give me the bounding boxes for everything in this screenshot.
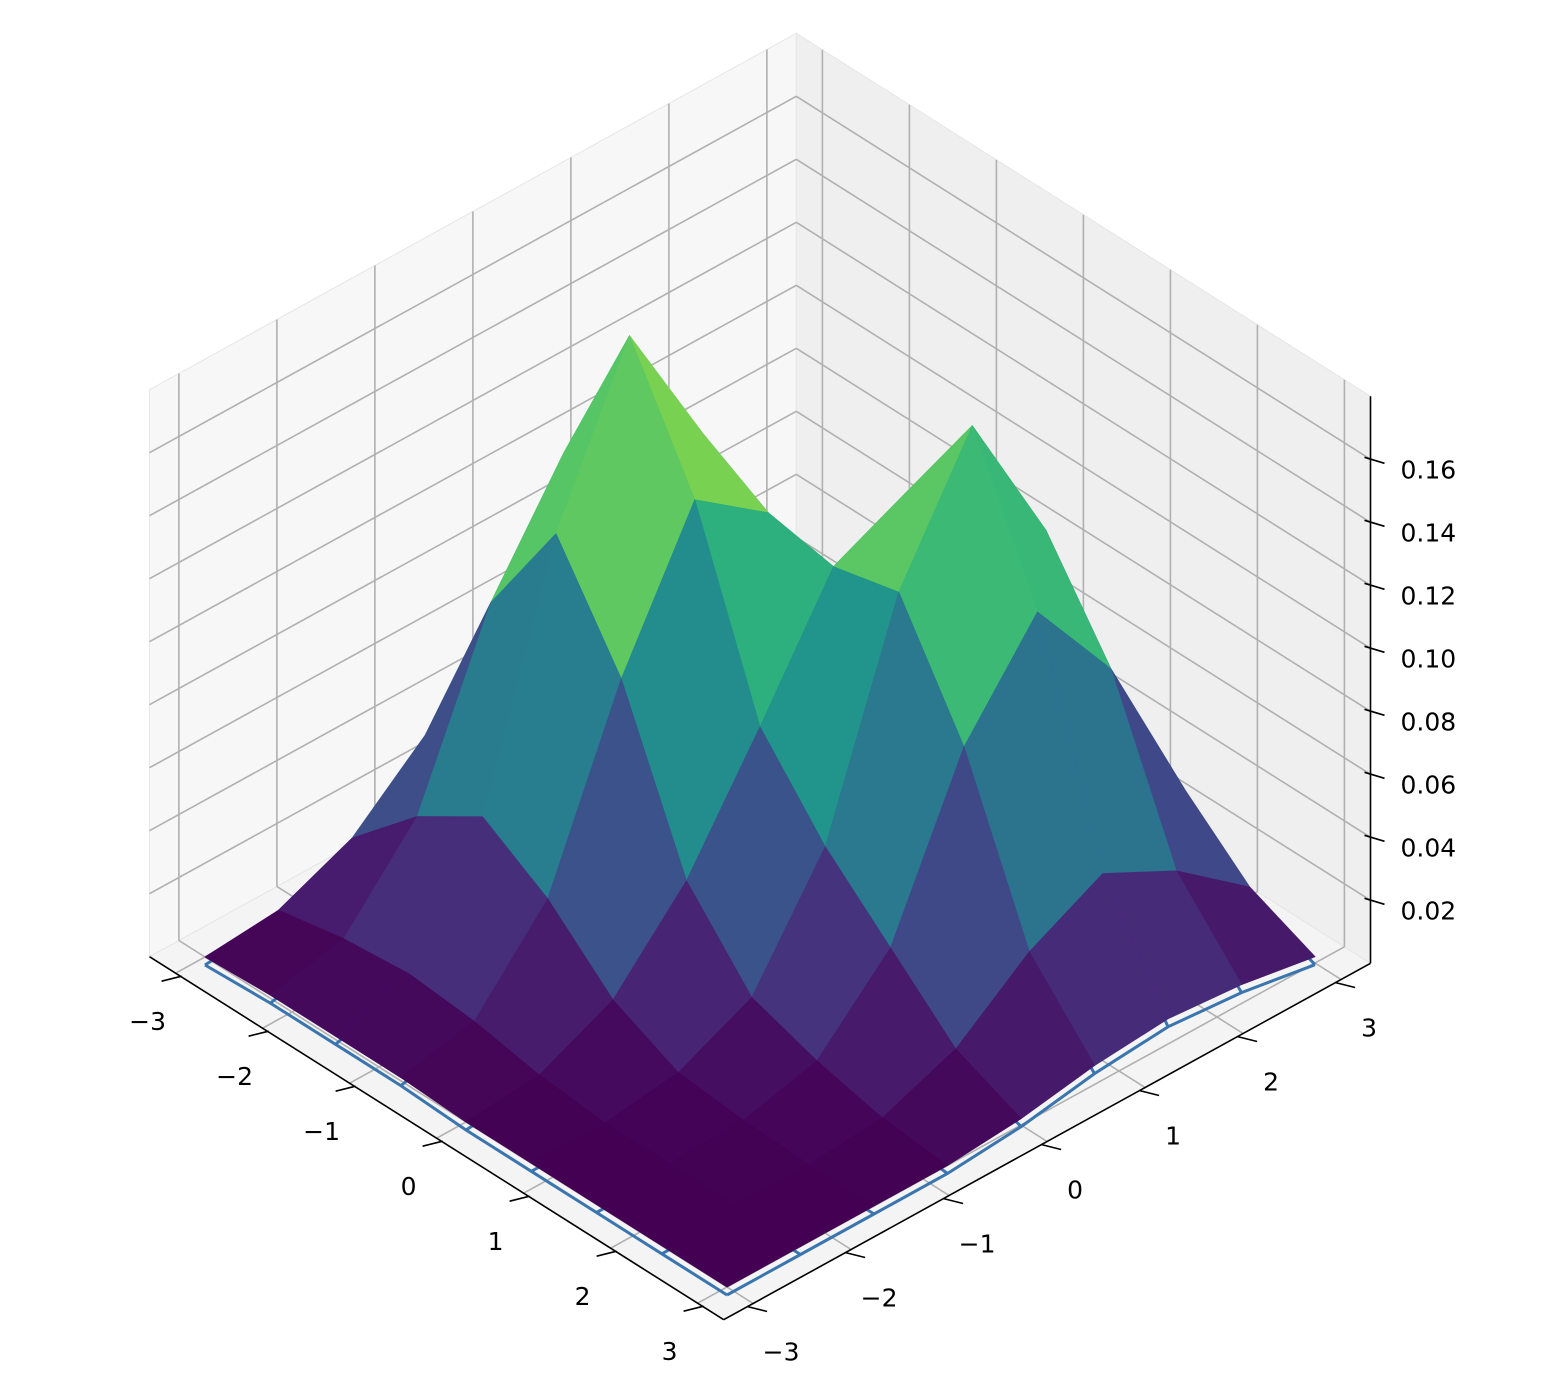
z-tick bbox=[1364, 834, 1385, 843]
z-tick-label: 0.12 bbox=[1401, 581, 1457, 610]
x-tick-label: −2 bbox=[216, 1062, 253, 1091]
x-tick bbox=[596, 1250, 617, 1257]
z-tick bbox=[1364, 519, 1385, 528]
grid-line bbox=[149, 347, 797, 706]
x-tick bbox=[422, 1140, 443, 1147]
grid-line bbox=[795, 347, 1371, 712]
grid-line bbox=[149, 284, 797, 643]
grid-line bbox=[795, 95, 1371, 460]
grid-line bbox=[149, 95, 797, 454]
y-tick bbox=[1138, 1089, 1160, 1097]
grid-line bbox=[795, 158, 1371, 523]
x-tick-label: −1 bbox=[303, 1117, 340, 1146]
y-tick bbox=[1040, 1143, 1062, 1151]
y-tick-label: 3 bbox=[1361, 1014, 1377, 1043]
surface bbox=[204, 335, 1316, 1288]
z-tick bbox=[1364, 771, 1385, 780]
z-tick-label: 0.10 bbox=[1401, 644, 1457, 673]
grid-line bbox=[795, 221, 1371, 586]
y-tick-label: 2 bbox=[1263, 1068, 1279, 1097]
y-tick bbox=[844, 1251, 866, 1259]
y-tick bbox=[746, 1305, 768, 1313]
y-tick-label: −2 bbox=[861, 1284, 898, 1313]
x-tick bbox=[335, 1085, 356, 1092]
y-tick-label: 1 bbox=[1165, 1122, 1181, 1151]
y-tick-label: 0 bbox=[1067, 1176, 1083, 1205]
x-tick-label: 3 bbox=[662, 1337, 678, 1366]
x-tick bbox=[248, 1030, 269, 1037]
grid-line bbox=[149, 158, 797, 517]
grid-line bbox=[795, 284, 1371, 649]
surface-facet bbox=[661, 1204, 801, 1288]
axis-line bbox=[149, 956, 725, 1321]
z-tick bbox=[1364, 582, 1385, 591]
z-tick bbox=[1364, 456, 1385, 465]
x-tick-label: 0 bbox=[401, 1172, 417, 1201]
x-tick bbox=[683, 1305, 704, 1312]
z-tick-label: 0.16 bbox=[1401, 455, 1457, 484]
x-tick-label: −3 bbox=[129, 1007, 166, 1036]
axis-line bbox=[723, 962, 1371, 1321]
y-tick-label: −1 bbox=[959, 1230, 996, 1259]
z-tick bbox=[1364, 708, 1385, 717]
z-tick bbox=[1364, 897, 1385, 906]
x-tick-label: 1 bbox=[488, 1227, 504, 1256]
y-tick bbox=[1334, 981, 1356, 989]
wire-line bbox=[204, 963, 728, 1297]
grid-line bbox=[795, 410, 1371, 775]
x-tick-label: 2 bbox=[575, 1282, 591, 1311]
z-tick-label: 0.06 bbox=[1401, 770, 1457, 799]
z-tick-label: 0.08 bbox=[1401, 707, 1457, 736]
y-tick bbox=[942, 1197, 964, 1205]
z-tick-label: 0.04 bbox=[1401, 833, 1457, 862]
y-tick bbox=[1236, 1035, 1258, 1043]
z-tick-label: 0.14 bbox=[1401, 518, 1457, 547]
z-tick bbox=[1364, 645, 1385, 654]
x-tick bbox=[509, 1195, 530, 1202]
x-tick bbox=[161, 975, 182, 982]
grid-line bbox=[149, 221, 797, 580]
z-tick-label: 0.02 bbox=[1401, 896, 1457, 925]
y-tick-label: −3 bbox=[763, 1338, 800, 1367]
